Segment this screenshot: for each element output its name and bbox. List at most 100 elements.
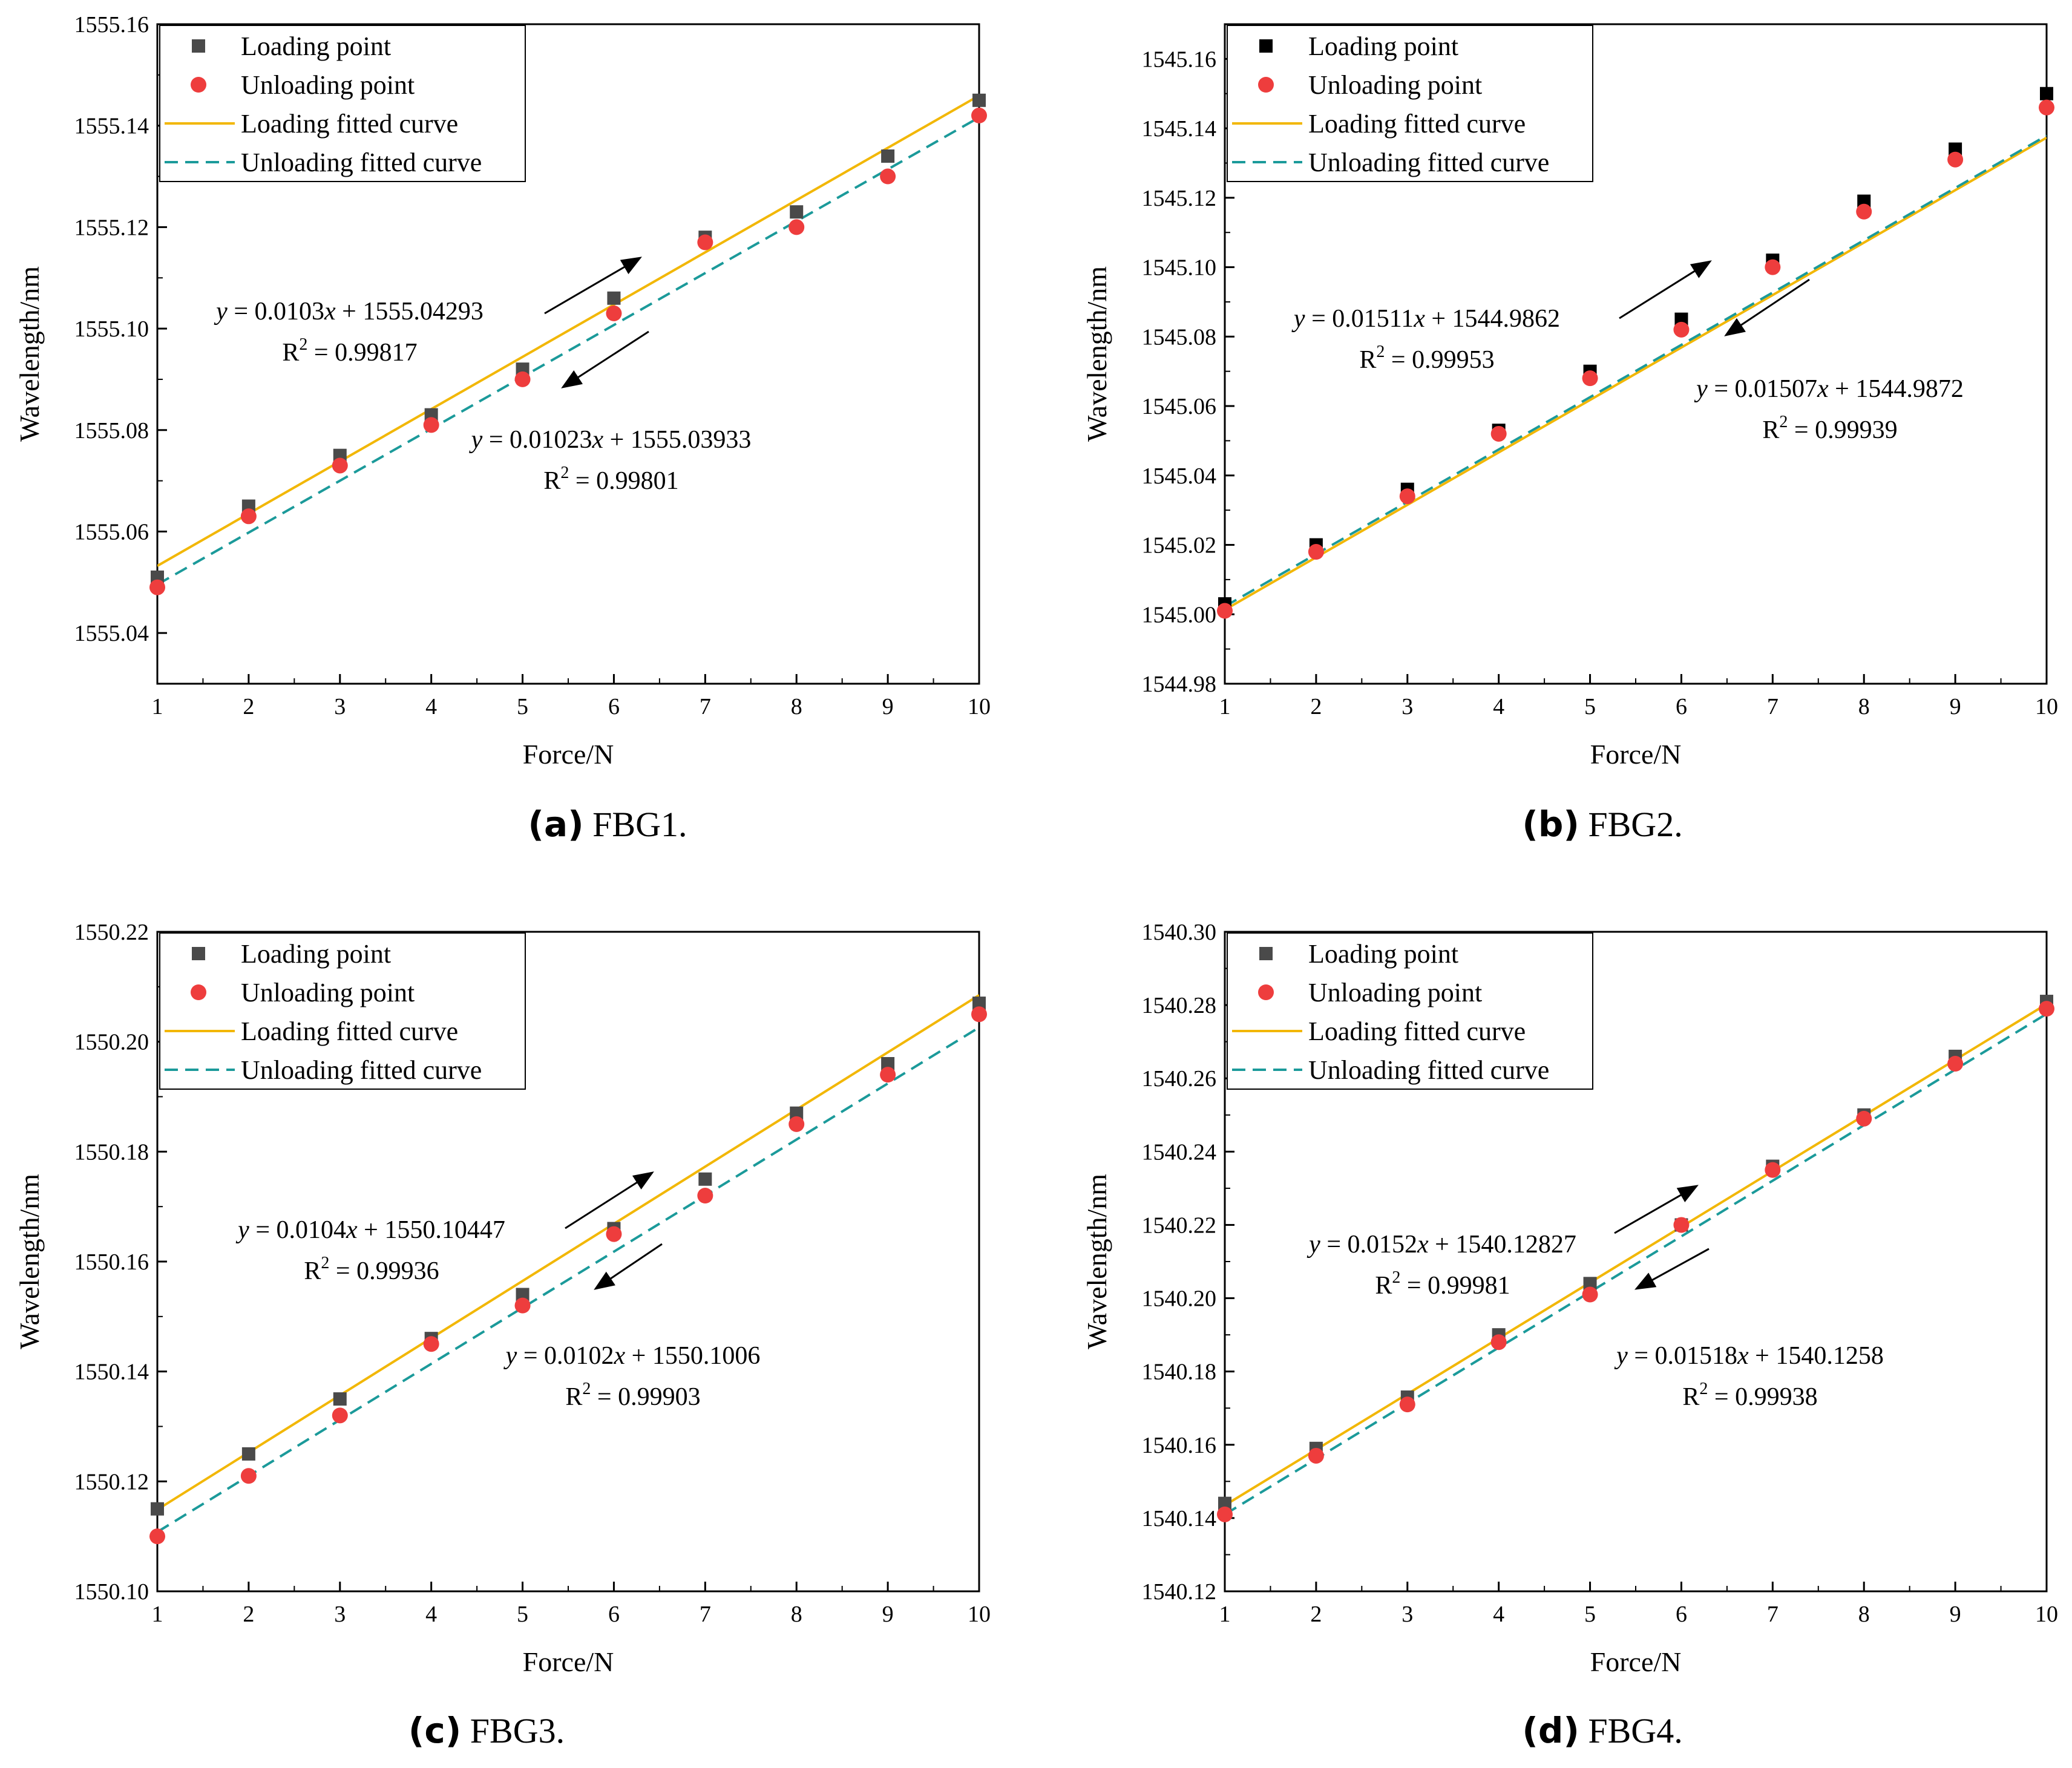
x-tick-label: 5 <box>1584 1602 1596 1627</box>
unloading-point <box>1856 203 1872 220</box>
loading-point <box>1583 1277 1597 1291</box>
unloading-point <box>332 1407 348 1424</box>
loading-r2-sup: 2 <box>1376 342 1385 361</box>
y-axis-title: Wavelength/nm <box>1081 266 1112 442</box>
legend-unloading-point-label: Unloading point <box>241 978 415 1007</box>
x-tick-label: 7 <box>700 1602 711 1627</box>
loading-fitted-line <box>157 994 979 1511</box>
unloading-point <box>606 1226 622 1242</box>
legend-symbol-circle <box>1258 77 1274 93</box>
x-tick-label: 5 <box>517 1602 528 1627</box>
loading-equation: y = 0.0104x + 1550.10447 <box>235 1216 505 1244</box>
legend: Loading point Unloading point Loading fitt… <box>1227 25 1593 182</box>
legend-unloading-point-label: Unloading point <box>1308 70 1482 100</box>
loading-point <box>241 1447 255 1461</box>
x-tick-label: 5 <box>1584 694 1596 719</box>
loading-point <box>790 1106 804 1120</box>
loading-point <box>698 1172 712 1186</box>
panel-caption: (a) FBG1. <box>528 804 687 845</box>
unloading-equation: y = 0.0102x + 1550.1006 <box>503 1342 761 1370</box>
unloading-point <box>1217 1506 1233 1522</box>
loading-eq-x: x <box>1413 305 1425 333</box>
loading-r2-R: R <box>304 1257 321 1285</box>
x-tick-label: 9 <box>882 694 894 719</box>
unloading-point <box>1399 1396 1415 1413</box>
loading-arrow <box>1614 1185 1699 1234</box>
loading-eq-part: = 0.0104 <box>249 1216 346 1244</box>
x-tick-label: 4 <box>425 694 437 719</box>
unloading-point <box>240 1468 257 1484</box>
y-tick-label: 1540.18 <box>1142 1360 1217 1385</box>
y-tick-label: 1550.18 <box>74 1139 149 1165</box>
y-tick-label: 1550.22 <box>74 920 149 945</box>
x-tick-label: 2 <box>1310 1602 1322 1627</box>
y-tick-label: 1555.06 <box>74 519 149 545</box>
x-tick-label: 9 <box>882 1602 894 1627</box>
y-tick-label: 1555.12 <box>74 215 149 240</box>
x-tick-label: 8 <box>1858 1602 1870 1627</box>
y-tick-label: 1555.16 <box>74 12 149 38</box>
unloading-eq-x: x <box>614 1342 626 1370</box>
caption-label: FBG4. <box>1579 1711 1683 1750</box>
unloading-r2-value: = 0.99939 <box>1788 416 1897 444</box>
unloading-eq-part: = 0.01023 <box>482 426 592 454</box>
caption-letter: (b) <box>1522 804 1579 845</box>
unloading-r2-value: = 0.99903 <box>591 1383 700 1411</box>
x-tick-label: 8 <box>791 694 802 719</box>
loading-point <box>881 1057 895 1070</box>
y-tick-label: 1545.02 <box>1142 533 1217 558</box>
legend-loading-fit-label: Loading fitted curve <box>1308 1017 1526 1046</box>
unloading-eq-var: y <box>1614 1342 1628 1370</box>
caption-letter: (a) <box>528 804 584 845</box>
unloading-r2-R: R <box>1762 416 1779 444</box>
loading-point <box>607 291 621 305</box>
x-tick-label: 5 <box>517 694 528 719</box>
unloading-point <box>1582 370 1598 387</box>
y-tick-label: 1545.08 <box>1142 324 1217 350</box>
loading-point <box>516 1288 529 1301</box>
unloading-point <box>240 508 257 525</box>
x-axis-title: Force/N <box>523 739 614 770</box>
unloading-point <box>332 457 348 474</box>
x-tick-label: 2 <box>243 1602 254 1627</box>
unloading-point <box>2039 99 2054 116</box>
legend: Loading point Unloading point Loading fitt… <box>1227 932 1593 1090</box>
unloading-r2-sup: 2 <box>1779 413 1788 431</box>
unloading-arrow <box>1724 278 1810 336</box>
y-tick-label: 1540.28 <box>1142 993 1217 1018</box>
loading-r-squared: R2 = 0.99953 <box>1359 342 1494 374</box>
loading-r-squared: R2 = 0.99981 <box>1375 1268 1510 1300</box>
unloading-eq-part: = 0.0102 <box>517 1342 614 1370</box>
unloading-point <box>1856 1110 1872 1127</box>
loading-arrow <box>544 257 642 315</box>
x-axis-title: Force/N <box>1590 1646 1682 1677</box>
x-tick-label: 4 <box>1493 694 1504 719</box>
y-tick-label: 1540.16 <box>1142 1433 1217 1458</box>
x-tick-label: 1 <box>1219 1602 1231 1627</box>
y-tick-label: 1555.14 <box>74 114 149 139</box>
x-tick-label: 9 <box>1950 1602 1961 1627</box>
loading-r2-sup: 2 <box>299 335 307 354</box>
loading-r2-value: = 0.99981 <box>1400 1272 1510 1300</box>
y-axis-title: Wavelength/nm <box>1081 1174 1112 1349</box>
unloading-r2-R: R <box>543 467 560 495</box>
unloading-equation: y = 0.01023x + 1555.03933 <box>469 426 752 454</box>
x-tick-label: 6 <box>1676 694 1687 719</box>
chart-panel-2: 1 2 3 4 5 6 7 8 9 10 1544.98 1545.00 1545.02 1545.04 1… <box>1081 23 2058 770</box>
unloading-r2-sup: 2 <box>560 463 569 482</box>
y-tick-label: 1544.98 <box>1142 672 1217 697</box>
unloading-point <box>514 371 531 387</box>
unloading-arrow <box>594 1243 663 1290</box>
y-tick-label: 1540.12 <box>1142 1579 1217 1605</box>
legend-unloading-point-label: Unloading point <box>241 70 415 100</box>
legend-symbol-circle <box>1258 984 1274 1000</box>
loading-r2-sup: 2 <box>321 1254 329 1272</box>
legend-box <box>159 25 526 182</box>
plot-area <box>157 994 979 1533</box>
loading-eq-part: + 1544.9862 <box>1425 305 1560 333</box>
panel-caption: (d) FBG4. <box>1522 1710 1682 1751</box>
unloading-r-squared: R2 = 0.99939 <box>1762 413 1897 444</box>
unloading-point <box>514 1297 531 1314</box>
unloading-r2-value: = 0.99938 <box>1708 1383 1817 1411</box>
